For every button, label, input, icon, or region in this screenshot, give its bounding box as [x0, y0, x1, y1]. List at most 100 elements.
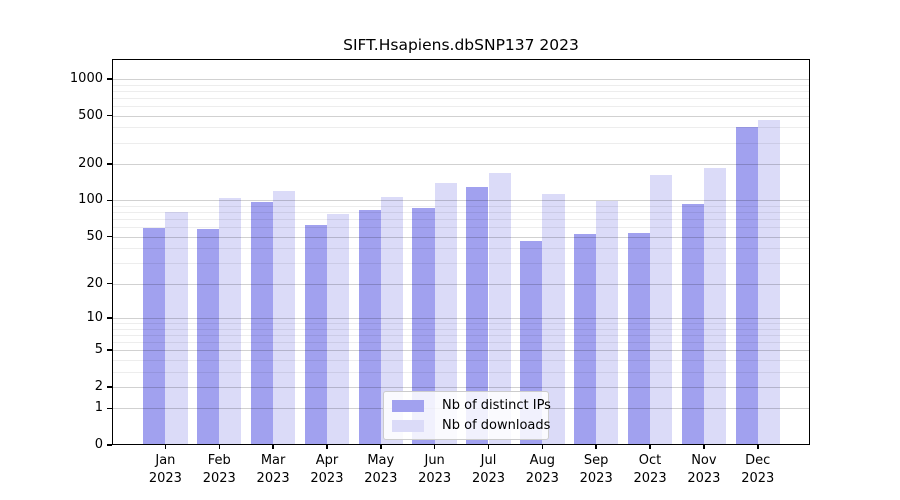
gridline-500: [113, 115, 809, 117]
bar-distinct-ips-oct: [627, 232, 651, 444]
x-tick-mark-may: [380, 444, 382, 449]
bar-distinct-ips-jan: [143, 227, 166, 444]
gridline-7: [113, 334, 809, 336]
legend-label-downloads: Nb of downloads: [442, 418, 551, 433]
gridline-900: [113, 84, 809, 86]
y-tick-label-2: 2: [94, 378, 103, 394]
y-tick-mark-20: [107, 282, 112, 285]
legend-label-distinct-ips: Nb of distinct IPs: [442, 398, 551, 413]
gridline-2: [113, 386, 809, 388]
y-tick-mark-200: [107, 163, 112, 165]
legend: Nb of distinct IPs Nb of downloads: [383, 391, 551, 440]
gridline-700: [113, 97, 809, 99]
y-tick-mark-1000: [107, 78, 112, 80]
gridline-1000: [113, 78, 809, 80]
bar-distinct-ips-apr: [304, 225, 327, 444]
gridline-70: [113, 219, 809, 221]
y-tick-mark-5: [107, 349, 112, 351]
x-tick-label-mar: Mar 2023: [256, 453, 290, 487]
gridline-10: [113, 317, 809, 319]
x-tick-mark-apr: [326, 444, 328, 449]
bar-downloads-feb: [219, 198, 242, 444]
y-tick-label-200: 200: [78, 156, 103, 171]
gridline-5: [113, 350, 809, 352]
bar-distinct-ips-mar: [250, 201, 274, 444]
gridline-20: [113, 283, 809, 285]
x-tick-mark-mar: [272, 444, 274, 449]
y-tick-label-50: 50: [86, 228, 103, 244]
gridline-80: [113, 212, 809, 214]
y-tick-label-0: 0: [94, 437, 103, 452]
legend-row-downloads: Nb of downloads: [392, 418, 550, 433]
y-tick-label-1000: 1000: [69, 70, 103, 86]
bar-downloads-dec: [757, 119, 780, 444]
gridline-600: [113, 105, 809, 107]
x-tick-label-jan: Jan 2023: [148, 453, 182, 487]
y-tick-mark-10: [107, 317, 112, 319]
bar-downloads-nov: [703, 168, 727, 444]
x-tick-label-oct: Oct 2023: [633, 453, 667, 487]
x-tick-label-sep: Sep 2023: [579, 453, 613, 487]
x-tick-mark-dec: [757, 444, 759, 449]
y-tick-mark-500: [107, 114, 112, 117]
bar-downloads-oct: [650, 175, 673, 444]
bar-distinct-ips-may: [358, 209, 381, 444]
gridline-40: [113, 248, 809, 250]
x-tick-label-jul: Jul 2023: [471, 453, 506, 487]
gridline-60: [113, 227, 809, 229]
axis-layer: 0 1 2 5 10 20 50 100 200 500 1000 Jan 2023 Feb 2023 M…: [70, 60, 809, 486]
y-tick-mark-100: [107, 199, 112, 202]
y-tick-mark-2: [107, 386, 112, 388]
bar-distinct-ips-dec: [735, 127, 758, 444]
bars-layer: [113, 60, 809, 444]
legend-row-distinct-ips: Nb of distinct IPs: [392, 398, 551, 413]
y-tick-label-100: 100: [78, 192, 103, 208]
gridline-300: [113, 142, 809, 144]
legend-swatch-downloads: [392, 419, 424, 432]
bar-downloads-apr: [326, 214, 350, 444]
x-tick-label-dec: Dec 2023: [741, 453, 775, 487]
bar-distinct-ips-nov: [681, 204, 704, 444]
gridline-3: [113, 371, 809, 373]
x-tick-label-jun: Jun 2023: [418, 453, 452, 487]
gridline-400: [113, 127, 809, 129]
x-tick-label-feb: Feb 2023: [202, 453, 236, 487]
gridline-30: [113, 263, 809, 265]
chart-title: SIFT.Hsapiens.dbSNP137 2023: [343, 36, 579, 54]
bar-downloads-jan: [165, 212, 188, 444]
gridline-8: [113, 328, 809, 330]
x-tick-label-nov: Nov 2023: [687, 453, 721, 487]
gridline-50: [113, 236, 809, 238]
y-tick-label-1: 1: [94, 400, 103, 416]
x-tick-mark-jun: [433, 444, 436, 449]
bar-distinct-ips-sep: [574, 233, 597, 444]
bar-distinct-ips-feb: [197, 228, 220, 444]
x-tick-mark-oct: [649, 444, 651, 449]
gridline-4: [113, 359, 809, 361]
x-tick-label-aug: Aug 2023: [525, 453, 559, 487]
x-tick-mark-feb: [218, 444, 220, 449]
legend-swatch-distinct-ips: [392, 399, 424, 412]
plot-area: 0 1 2 5 10 20 50 100 200 500 1000 Jan 2023 Feb 2023 M…: [70, 59, 810, 486]
y-tick-label-500: 500: [78, 107, 103, 123]
y-tick-mark-0: [107, 444, 112, 446]
gridline-90: [113, 205, 809, 207]
x-tick-label-apr: Apr 2023: [310, 453, 344, 487]
y-tick-mark-50: [107, 235, 112, 238]
x-tick-mark-jul: [487, 444, 490, 449]
x-tick-mark-sep: [595, 444, 597, 449]
gridline-6: [113, 341, 809, 343]
x-tick-mark-jan: [164, 444, 167, 449]
x-tick-mark-nov: [703, 444, 705, 449]
x-tick-label-may: May 2023: [364, 453, 398, 487]
bar-downloads-mar: [273, 191, 296, 444]
y-tick-mark-1: [107, 407, 112, 410]
y-tick-label-5: 5: [94, 342, 103, 358]
gridline-200: [113, 164, 809, 165]
x-tick-mark-aug: [541, 444, 544, 449]
grid-layer: [113, 60, 809, 444]
gridline-100: [113, 200, 809, 202]
y-tick-label-10: 10: [86, 309, 103, 325]
gridline-800: [113, 90, 809, 92]
